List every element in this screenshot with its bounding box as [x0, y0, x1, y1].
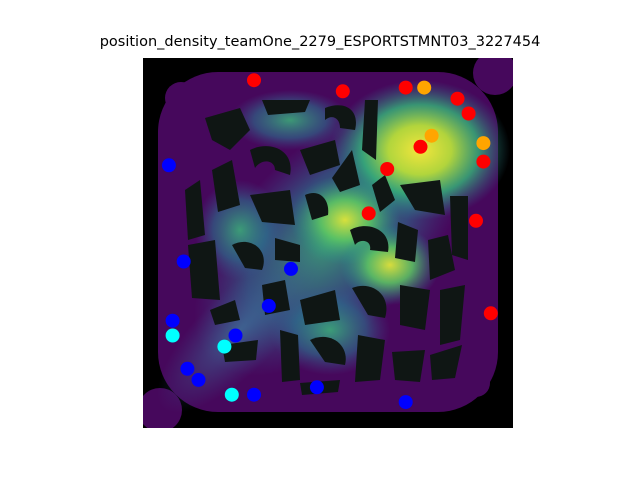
blue-player-marker: [247, 387, 261, 402]
red-player-marker: [469, 213, 483, 228]
blue-player-marker: [284, 261, 298, 276]
red-player-marker: [450, 91, 465, 106]
red-player-marker: [335, 84, 350, 99]
red-player-marker: [247, 73, 261, 88]
map-walls: [185, 100, 468, 395]
cyan-player-marker: [224, 387, 239, 402]
chart-title: position_density_teamOne_2279_ESPORTSTMN…: [99, 34, 541, 50]
red-player-marker: [413, 139, 428, 154]
red-player-marker: [483, 306, 498, 321]
blue-player-marker: [161, 158, 176, 173]
cyan-player-marker: [217, 339, 232, 354]
orange-player-marker: [476, 136, 491, 151]
blue-player-marker: [191, 372, 206, 387]
red-player-marker: [476, 154, 491, 169]
orange-player-marker: [424, 128, 439, 143]
red-player-marker: [380, 162, 395, 176]
red-player-marker: [361, 206, 376, 221]
blue-player-marker: [261, 298, 276, 313]
blue-player-marker: [398, 395, 413, 410]
cyan-player-marker: [165, 328, 180, 343]
blue-player-marker: [165, 313, 180, 328]
blue-player-marker: [228, 328, 243, 343]
red-player-marker: [461, 106, 476, 121]
orange-player-marker: [417, 80, 432, 95]
red-player-marker: [398, 80, 413, 95]
blue-player-marker: [309, 380, 324, 395]
blue-player-marker: [180, 361, 195, 376]
player-markers: [161, 73, 498, 410]
blue-player-marker: [176, 254, 191, 269]
